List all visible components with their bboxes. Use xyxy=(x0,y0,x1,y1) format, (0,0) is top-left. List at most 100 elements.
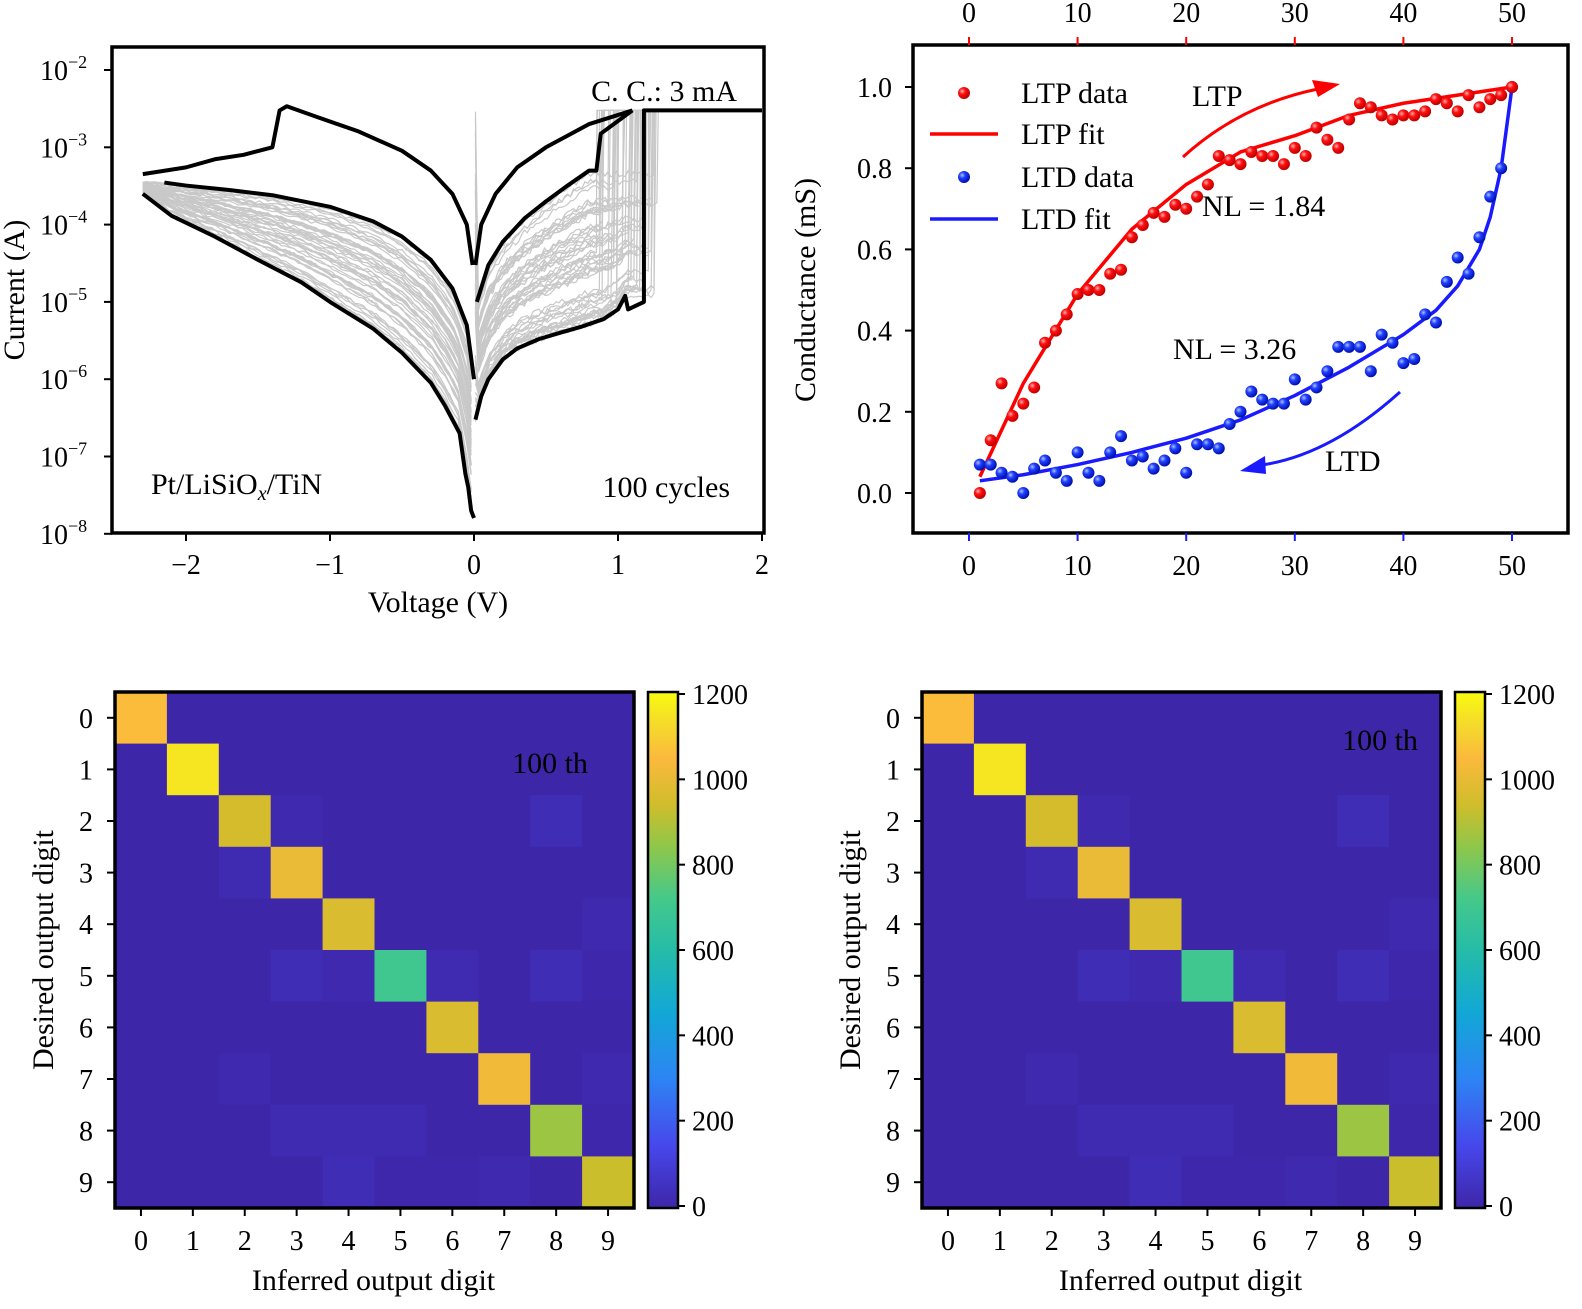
heatmap-cell xyxy=(1077,1156,1131,1209)
conductance-top-xtick-label: 50 xyxy=(1498,0,1526,29)
ltd-data-point xyxy=(973,458,986,471)
heatmap-cell xyxy=(1389,795,1442,848)
heatmap-frame xyxy=(920,690,1443,1210)
heatmap-cell xyxy=(1233,743,1286,796)
legend-ltd-data-marker xyxy=(958,171,970,183)
grey-cycle-curve xyxy=(142,192,472,475)
heatmap-cell xyxy=(1025,1001,1079,1054)
heatmap-cell xyxy=(1025,898,1079,951)
iv-axes-frame xyxy=(110,45,766,535)
heatmap-cell xyxy=(922,795,975,848)
conductance-xtick-label: 30 xyxy=(1281,551,1309,582)
heatmap-cell xyxy=(1389,692,1442,745)
ltp-data-point xyxy=(1201,178,1214,191)
heatmap-cell xyxy=(1233,1104,1286,1157)
heatmap-cell xyxy=(115,898,168,951)
heatmap-xtick-label: 4 xyxy=(1149,1226,1163,1257)
heatmap-cell xyxy=(1077,743,1131,796)
ltd-data-point xyxy=(1158,454,1171,467)
grey-cycle-curve xyxy=(142,185,472,422)
ltd-data-point xyxy=(1256,393,1269,406)
heatmap-cell xyxy=(426,898,479,951)
heatmap-cell xyxy=(530,795,583,848)
heatmap-cell xyxy=(218,1053,272,1106)
heatmap-xtick-label: 9 xyxy=(1408,1226,1422,1257)
conductance-axes-frame xyxy=(911,43,1570,535)
heatmap-ytick-label: 8 xyxy=(79,1117,93,1148)
ltd-data-point xyxy=(1462,267,1475,280)
heatmap-cell xyxy=(1389,898,1442,951)
heatmap-cell xyxy=(426,795,479,848)
iv-plot: −2 −1 0 1 2 10−2 10−3 10−4 10−5 10−6 10−7 10−8 Volt… xyxy=(0,45,769,619)
heatmap-cell xyxy=(922,846,975,899)
heatmap-ytick-label: 5 xyxy=(79,962,93,993)
conductance-top-xtick-label: 30 xyxy=(1281,0,1309,29)
grey-cycle-curve xyxy=(142,193,472,510)
heatmap-cell xyxy=(582,795,635,848)
conductance-ytick-label: 0.0 xyxy=(857,479,892,510)
ltd-data-point xyxy=(1028,462,1041,475)
ltp-data-point xyxy=(1267,150,1280,163)
ltd-data-point xyxy=(1201,438,1214,451)
heatmap-cell xyxy=(1129,692,1182,745)
ltd-data-point xyxy=(1104,446,1117,459)
heatmap-cell xyxy=(1129,795,1182,848)
conductance-top-xtick-label: 20 xyxy=(1172,0,1200,29)
conductance-ytick-label: 1.0 xyxy=(857,73,892,104)
ltp-data-point xyxy=(1397,109,1410,122)
grey-cycle-curve xyxy=(142,193,472,511)
confusion-matrix-right: 0 0 1 1 2 2 3 3 4 4 5 5 6 6 7 7 8 8 9 9 Inferred output digi… xyxy=(834,680,1555,1297)
heatmap-cell xyxy=(426,692,479,745)
grey-cycle-curve xyxy=(474,109,762,349)
ltd-data-point xyxy=(1495,162,1508,175)
ltd-data-point xyxy=(1353,340,1366,353)
heatmap-cell xyxy=(1025,846,1079,899)
conductance-xtick-label: 10 xyxy=(1064,551,1092,582)
colorbar-tick-label: 400 xyxy=(692,1021,734,1052)
heatmap-cell xyxy=(1129,1104,1182,1157)
ltp-data-point xyxy=(973,487,986,499)
grey-cycle-curve xyxy=(474,109,762,396)
grey-cycle-curve xyxy=(142,181,472,371)
heatmap-cell xyxy=(1181,1053,1234,1106)
heatmap-cell xyxy=(1233,898,1286,951)
heatmap-cell xyxy=(1181,743,1234,796)
heatmap-cell xyxy=(973,950,1027,1003)
grey-cycle-curve xyxy=(474,109,762,396)
heatmap-cell xyxy=(270,950,324,1003)
heatmap-ylabel: Desired output digit xyxy=(27,829,60,1070)
ltd-data-point xyxy=(1180,466,1193,479)
ltd-data-point xyxy=(1049,466,1062,479)
heatmap-cell xyxy=(270,692,324,745)
heatmap-cell xyxy=(1233,1156,1286,1209)
ltp-data-point xyxy=(1223,154,1236,167)
heatmap-cell xyxy=(1389,1104,1442,1157)
heatmap-cell xyxy=(1181,1104,1234,1157)
ltp-data-point xyxy=(1082,284,1095,296)
grey-cycle-curve xyxy=(142,192,472,490)
heatmap-cell xyxy=(973,1001,1027,1054)
ltd-data-point xyxy=(1343,340,1356,353)
ltd-data-point xyxy=(1147,462,1160,475)
iv-xtick-label: −1 xyxy=(315,550,345,581)
heatmap-cell xyxy=(1181,795,1234,848)
heatmap-cell xyxy=(115,1156,168,1209)
heatmap-ytick-label: 1 xyxy=(79,755,93,786)
heatmap-cell xyxy=(374,1156,427,1209)
heatmap-cell xyxy=(1077,950,1131,1003)
heatmap-cell xyxy=(1285,950,1338,1003)
conductance-xtick-label: 0 xyxy=(962,551,976,582)
ltd-data-point xyxy=(1332,340,1345,353)
heatmap-cell xyxy=(218,898,272,951)
heatmap-cell xyxy=(1337,1001,1390,1054)
ltp-data-point xyxy=(1343,113,1356,126)
heatmap-cell xyxy=(973,743,1027,796)
heatmap-cell xyxy=(1129,743,1182,796)
highlight-curves xyxy=(141,104,762,519)
heatmap-cell xyxy=(1077,1053,1131,1106)
heatmap-cell xyxy=(1285,846,1338,899)
heatmap-ytick-label: 0 xyxy=(886,704,900,735)
ltd-data-point xyxy=(1125,454,1138,467)
heatmap-cell xyxy=(922,743,975,796)
